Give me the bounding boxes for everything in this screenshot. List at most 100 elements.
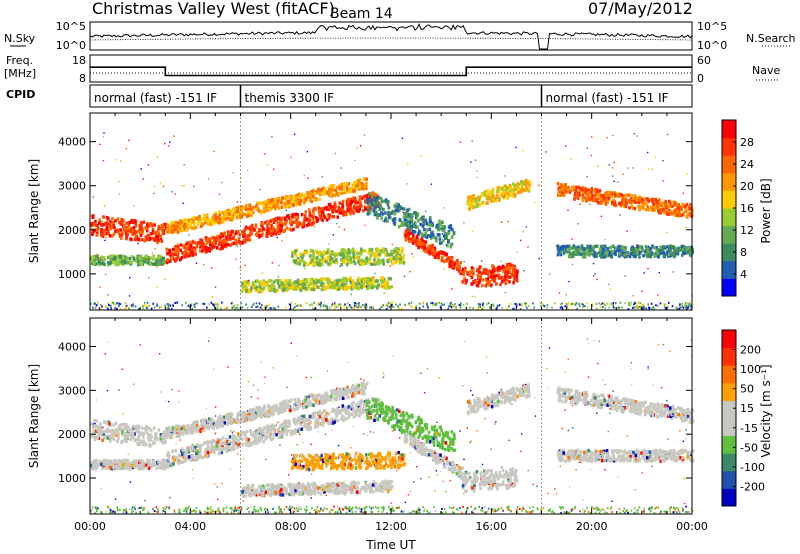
scatter-cell — [375, 212, 378, 217]
scatter-cell — [613, 180, 615, 182]
scatter-cell — [182, 202, 184, 205]
scatter-cell — [475, 204, 479, 209]
scatter-cell — [266, 220, 269, 224]
scatter-cell — [274, 197, 277, 202]
scatter-cell — [556, 246, 560, 250]
scatter-cell — [170, 226, 174, 231]
scatter-cell — [376, 257, 380, 262]
scatter-cell — [104, 239, 106, 242]
scatter-cell — [114, 219, 117, 223]
scatter-cell — [428, 218, 432, 222]
scatter-cell — [384, 216, 388, 221]
scatter-cell — [282, 216, 285, 220]
scatter-cell — [125, 436, 128, 440]
scatter-cell — [474, 159, 477, 161]
scatter-cell — [387, 212, 390, 216]
scatter-cell — [352, 211, 355, 215]
scatter-cell — [236, 206, 239, 210]
scatter-cell — [498, 304, 501, 307]
scatter-cell — [137, 431, 141, 435]
scatter-cell — [497, 198, 501, 202]
scatter-cell — [130, 304, 133, 307]
scatter-cell — [269, 199, 273, 203]
scatter-cell — [240, 208, 243, 212]
scatter-cell — [301, 198, 305, 202]
scatter-cell — [162, 264, 165, 266]
scatter-cell — [446, 240, 450, 244]
scatter-cell — [516, 251, 518, 254]
scatter-cell — [301, 282, 305, 286]
scatter-cell — [284, 288, 288, 293]
scatter-cell — [284, 281, 287, 285]
scatter-cell — [468, 195, 471, 200]
scatter-cell — [206, 306, 208, 309]
scatter-cell — [372, 307, 375, 310]
scatter-cell — [166, 303, 169, 306]
scatter-cell — [648, 307, 651, 310]
scatter-cell — [622, 173, 624, 175]
scatter-cell — [153, 192, 155, 195]
scatter-cell — [203, 302, 206, 305]
scatter-cell — [374, 206, 377, 210]
scatter-cell — [377, 283, 380, 287]
scatter-cell — [387, 206, 391, 210]
scatter-cell — [132, 231, 136, 236]
scatter-cell — [495, 267, 498, 271]
scatter-cell — [365, 194, 369, 198]
scatter-cell — [150, 435, 153, 439]
scatter-cell — [561, 302, 563, 305]
scatter-cell — [603, 196, 607, 200]
scatter-cell — [231, 236, 234, 241]
scatter-cell — [588, 245, 592, 249]
scatter-cell — [167, 145, 170, 147]
scatter-cell — [204, 218, 207, 222]
scatter-cell — [215, 245, 219, 250]
scatter-cell — [526, 306, 528, 309]
scatter-cell — [438, 219, 441, 223]
scatter-cell — [340, 182, 343, 187]
scatter-cell — [323, 216, 327, 220]
scatter-cell — [123, 458, 126, 462]
scatter-cell — [293, 195, 296, 199]
scatter-cell — [120, 233, 124, 237]
scatter-cell — [641, 290, 643, 292]
scatter-cell — [583, 196, 586, 200]
scatter-cell — [350, 293, 352, 296]
scatter-cell — [347, 250, 350, 254]
scatter-cell — [688, 245, 691, 250]
scatter-cell — [422, 301, 424, 304]
scatter-cell — [340, 286, 344, 290]
scatter-cell — [345, 263, 349, 267]
scatter-cell — [464, 266, 467, 271]
scatter-cell — [275, 218, 278, 222]
scatter-cell — [129, 437, 133, 442]
scatter-cell — [380, 216, 383, 220]
scatter-cell — [161, 262, 164, 266]
scatter-cell — [228, 212, 231, 216]
scatter-cell — [603, 302, 605, 305]
scatter-cell — [326, 280, 329, 284]
scatter-cell — [453, 306, 456, 308]
scatter-cell — [513, 192, 517, 197]
scatter-cell — [116, 459, 119, 464]
scatter-cell — [605, 197, 608, 202]
scatter-cell — [681, 253, 684, 257]
scatter-cell — [406, 228, 410, 233]
scatter-cell — [477, 196, 481, 200]
scatter-cell — [187, 245, 191, 249]
scatter-cell — [501, 187, 504, 191]
scatter-cell — [668, 301, 670, 304]
scatter-cell — [633, 200, 637, 204]
scatter-cell — [384, 211, 387, 215]
scatter-cell — [103, 231, 106, 235]
scatter-cell — [481, 191, 484, 196]
scatter-cell — [451, 235, 454, 239]
scatter-cell — [111, 428, 115, 433]
scatter-cell — [321, 176, 323, 178]
scatter-cell — [641, 303, 644, 306]
scatter-cell — [151, 227, 155, 231]
nsky-label: N.Sky — [4, 32, 36, 45]
scatter-cell — [646, 203, 649, 207]
scatter-cell — [281, 196, 284, 200]
scatter-cell — [227, 237, 231, 242]
